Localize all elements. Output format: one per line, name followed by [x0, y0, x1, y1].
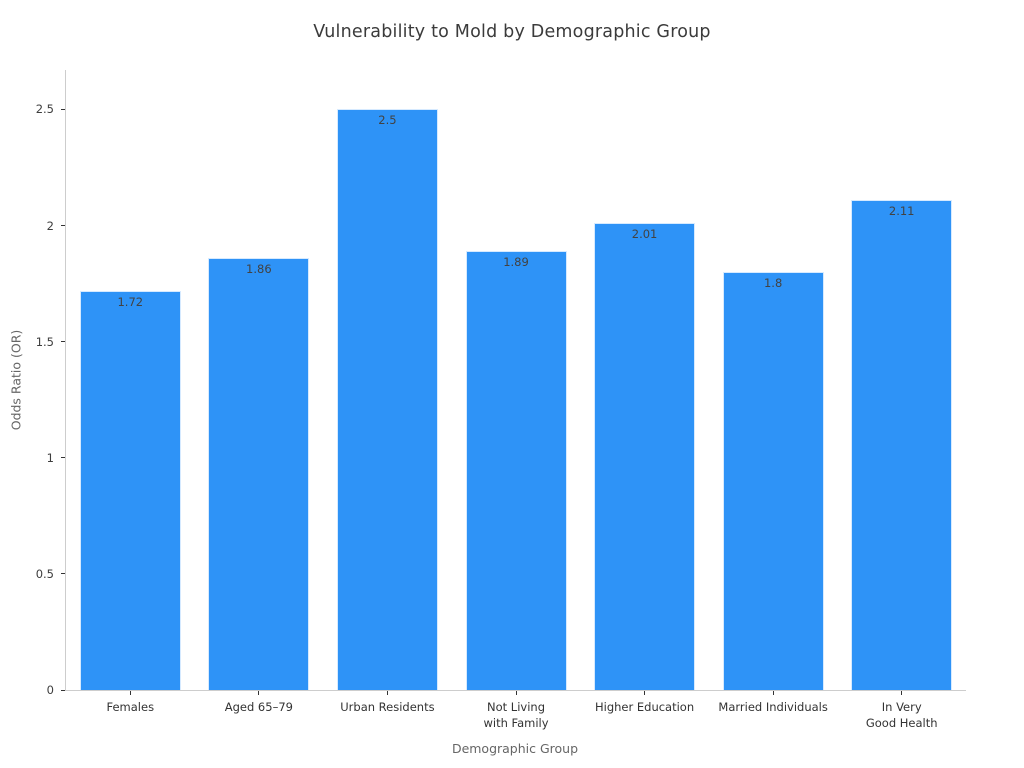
- y-axis-tick-label: 0: [46, 683, 54, 697]
- x-axis-tick-label-aged-65-79: Aged 65–79: [224, 700, 293, 714]
- x-axis-tick-label-urban-residents: Urban Residents: [340, 700, 435, 714]
- bar-value-label: 2.11: [888, 204, 915, 219]
- x-axis-tick: [772, 691, 774, 695]
- y-axis-tick: [61, 689, 65, 691]
- y-axis-tick-label: 2.5: [35, 102, 54, 117]
- y-axis-tick-label: 1: [46, 450, 54, 465]
- bar-value-label: 2.01: [631, 227, 658, 242]
- x-axis-tick-label-married-individuals: Married Individuals: [718, 700, 828, 714]
- bar-urban-residents: 2.5: [336, 109, 438, 690]
- bar-value-label: 1.8: [763, 276, 783, 291]
- y-axis-tick: [61, 225, 65, 227]
- bar-not-living-with-family: 1.89: [465, 251, 567, 690]
- bar-in-very-good-health: 2.11: [851, 200, 953, 690]
- x-axis-tick: [515, 691, 517, 695]
- x-axis-tick: [386, 691, 388, 695]
- bar-females: 1.72: [79, 290, 181, 690]
- bar-value-label: 1.72: [117, 294, 144, 309]
- x-axis-tick-label-not-living-with-family: Not Living with Family: [483, 700, 549, 731]
- x-axis-title: Demographic Group: [451, 741, 579, 756]
- bar-aged-65-79: 1.86: [208, 258, 310, 690]
- plot-area: 0 0.5 1 1.5 2 2.5 1.72 Females 1.86 Aged 65–79 2.5…: [36, 70, 966, 730]
- bar-married-individuals: 1.8: [722, 272, 824, 690]
- x-axis-tick-label-in-very-good-health: In Very Good Health: [865, 700, 938, 731]
- y-axis-tick: [61, 341, 65, 343]
- x-axis-tick-label-females: Females: [106, 700, 155, 714]
- x-axis-tick: [258, 691, 260, 695]
- x-axis-tick-label-higher-education: Higher Education: [594, 700, 695, 714]
- bar-value-label: 2.5: [378, 113, 397, 128]
- y-axis-tick-label: 2: [46, 218, 54, 233]
- y-axis-tick-label: 1.5: [35, 334, 54, 349]
- x-axis-tick: [129, 691, 131, 695]
- bar-value-label: 1.86: [246, 262, 272, 277]
- y-axis-tick: [61, 457, 65, 459]
- y-axis-tick-label: 0.5: [35, 566, 54, 581]
- x-axis-tick: [644, 691, 646, 695]
- y-axis-tick: [61, 108, 65, 110]
- bar-higher-education: 2.01: [594, 223, 696, 690]
- y-axis-tick: [61, 573, 65, 575]
- x-axis-tick: [901, 691, 903, 695]
- bar-value-label: 1.89: [503, 255, 529, 270]
- chart-title: Vulnerability to Mold by Demographic Gro…: [313, 22, 711, 42]
